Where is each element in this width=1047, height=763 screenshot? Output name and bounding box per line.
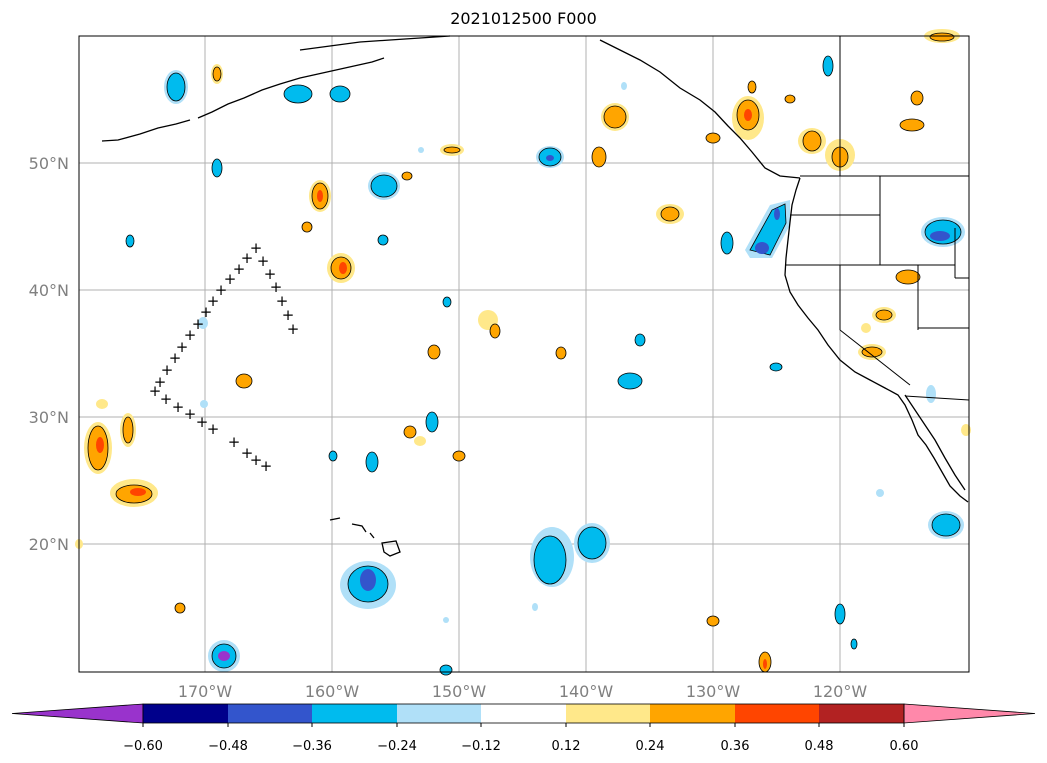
lon-label: 170°W — [178, 682, 233, 701]
marker: + — [176, 338, 189, 356]
marker: + — [241, 249, 254, 267]
colorbar-ticks: −0.60 −0.48 −0.36 −0.24 −0.12 0.12 0.24 … — [123, 739, 918, 754]
lon-label: 140°W — [559, 682, 614, 701]
lon-label: 130°W — [686, 682, 741, 701]
colorbar-tick-label: −0.36 — [292, 739, 332, 754]
colorbar-tick-label: 0.48 — [805, 739, 834, 754]
marker: + — [154, 373, 167, 391]
colorbar-segment — [819, 704, 904, 723]
lat-label: 50°N — [29, 154, 69, 173]
marker: + — [250, 451, 263, 469]
coastlines — [101, 35, 969, 557]
borders — [786, 36, 970, 401]
marker: + — [287, 320, 300, 338]
marker: + — [160, 390, 173, 408]
colorbar-extend-min — [11, 703, 144, 724]
colorbar-tick-label: −0.48 — [208, 739, 248, 754]
colorbar-tick-label: 0.24 — [636, 739, 665, 754]
colorbar-segment — [735, 704, 819, 723]
colorbar-segment — [650, 704, 735, 723]
colorbar-tick-label: −0.24 — [377, 739, 417, 754]
marker: + — [192, 315, 205, 333]
colorbar-frame — [142, 703, 905, 724]
track-markers: + + + + + + + + + + + + + + + + + + + + … — [149, 239, 300, 475]
lon-labels: 170°W 160°W 150°W 140°W 130°W 120°W — [178, 682, 868, 701]
marker: + — [200, 303, 213, 321]
colorbar-segment — [397, 704, 481, 723]
colorbar-tick-label: −0.12 — [461, 739, 501, 754]
anomaly-contours — [75, 29, 971, 676]
colorbar-tick-label: −0.60 — [123, 739, 163, 754]
marker: + — [228, 433, 241, 451]
marker: + — [149, 382, 162, 400]
colorbar-segment — [566, 704, 650, 723]
marker: + — [270, 278, 283, 296]
colorbar-tick-label: 0.60 — [890, 739, 919, 754]
marker: + — [276, 292, 289, 310]
lat-label: 30°N — [29, 408, 69, 427]
marker: + — [161, 361, 174, 379]
marker: + — [257, 252, 270, 270]
marker: + — [169, 349, 182, 367]
marker: + — [207, 292, 220, 310]
colorbar-segment — [143, 704, 228, 723]
map-title: 2021012500 F000 — [450, 9, 597, 28]
colorbar-extend-max — [903, 703, 1036, 724]
colorbar — [11, 703, 1036, 727]
marker: + — [282, 306, 295, 324]
marker: + — [215, 281, 228, 299]
marker: + — [172, 398, 185, 416]
marker: + — [207, 420, 220, 438]
lat-labels: 50°N 40°N 30°N 20°N — [29, 154, 69, 554]
lat-label: 20°N — [29, 535, 69, 554]
colorbar-tick-label: 0.36 — [721, 739, 750, 754]
marker: + — [184, 405, 197, 423]
marker: + — [250, 239, 263, 257]
map-frame — [78, 35, 970, 673]
marker: + — [241, 444, 254, 462]
colorbar-segment — [481, 704, 566, 723]
colorbar-segment — [228, 704, 312, 723]
marker: + — [233, 260, 246, 278]
marker: + — [224, 270, 237, 288]
lon-label: 120°W — [813, 682, 868, 701]
colorbar-segment — [312, 704, 397, 723]
marker: + — [184, 326, 197, 344]
marker: + — [264, 265, 277, 283]
marker: + — [196, 413, 209, 431]
lon-label: 150°W — [432, 682, 487, 701]
lon-label: 160°W — [305, 682, 360, 701]
lat-label: 40°N — [29, 281, 69, 300]
marker: + — [260, 457, 273, 475]
colorbar-tick-label: 0.12 — [552, 739, 581, 754]
